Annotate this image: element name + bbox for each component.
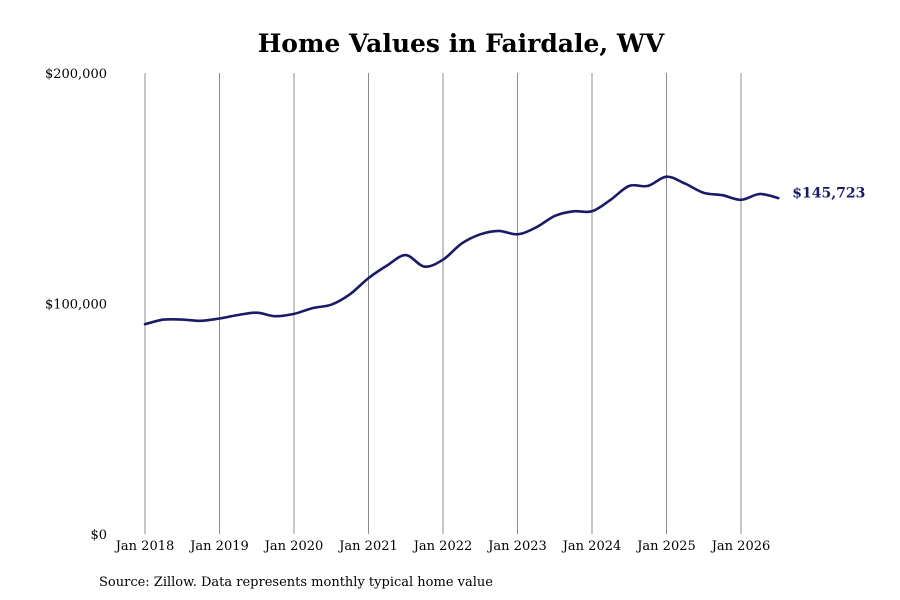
x-tick-label: Jan 2023 [486, 539, 547, 554]
y-tick-label: $100,000 [45, 298, 107, 313]
source-note: Source: Zillow. Data represents monthly … [99, 575, 493, 590]
x-tick-label: Jan 2018 [114, 539, 175, 554]
x-tick-label: Jan 2024 [561, 539, 622, 554]
chart-title: Home Values in Fairdale, WV [258, 29, 665, 58]
x-tick-label: Jan 2025 [635, 539, 696, 554]
y-tick-label: $0 [90, 528, 107, 543]
series-line [143, 175, 780, 326]
x-tick-label: Jan 2021 [337, 539, 398, 554]
x-tick-label: Jan 2019 [188, 539, 249, 554]
end-value-label: $145,723 [792, 186, 865, 202]
y-tick-label: $200,000 [45, 67, 107, 82]
gridlines [144, 73, 742, 534]
x-tick-label: Jan 2026 [710, 539, 771, 554]
x-tick-label: Jan 2020 [263, 539, 324, 554]
x-tick-label: Jan 2022 [412, 539, 473, 554]
x-axis-ticks: Jan 2018 Jan 2019 Jan 2020 Jan 2021 Jan 2022… [114, 539, 771, 554]
y-axis-ticks: $0 $100,000 $200,000 [45, 67, 107, 543]
